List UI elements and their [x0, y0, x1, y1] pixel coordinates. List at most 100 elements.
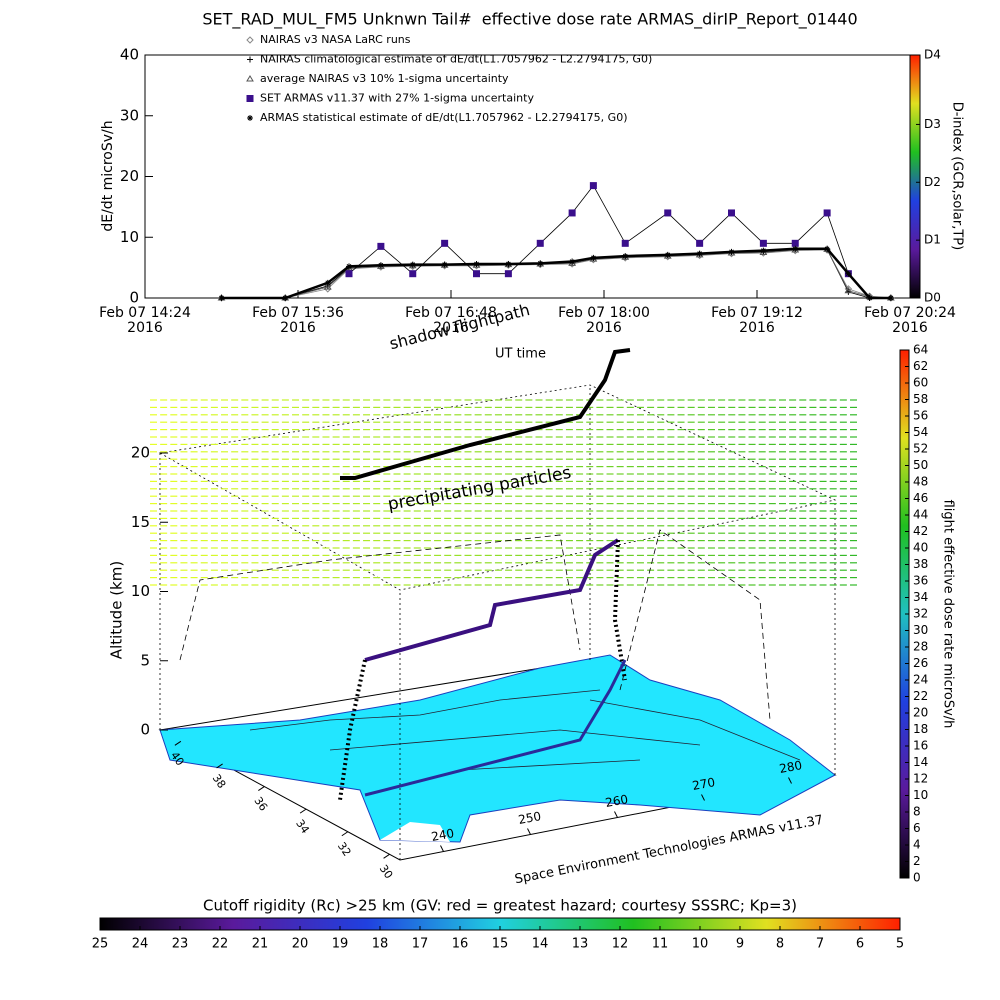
legend-label: NAIRAS v3 NASA LaRC runs — [260, 33, 411, 46]
colorbar-tick-label: D4 — [924, 48, 941, 62]
colorbar-tick-label: 60 — [913, 376, 928, 390]
marker — [622, 253, 629, 260]
lon-tick — [440, 845, 444, 852]
lat-tick-label: 34 — [293, 817, 312, 836]
lat-tick — [383, 853, 390, 859]
marker — [323, 283, 332, 290]
marker — [759, 239, 767, 247]
colorbar-tick-label: 26 — [913, 656, 928, 670]
shadow-flightpath — [340, 348, 631, 480]
colorbar-tick-label: 12 — [612, 937, 629, 952]
lon-tick — [527, 828, 531, 835]
annotation: Space Environment Technologies ARMAS v11… — [514, 813, 825, 888]
marker — [792, 245, 799, 252]
colorbar-tick-label: 4 — [913, 838, 921, 852]
marker — [504, 270, 512, 278]
map-land — [159, 654, 836, 843]
colorbar-tick-label: 21 — [252, 937, 269, 952]
colorbar-tick-label: 48 — [913, 475, 928, 489]
colorbar-tick-label: 9 — [736, 937, 744, 952]
colorbar-tick-label: 2 — [913, 854, 921, 868]
y-label: dE/dt microSv/h — [100, 120, 116, 231]
colorbar-title: Cutoff rigidity (Rc) >25 km (GV: red = g… — [203, 897, 797, 915]
colorbar-tick-label: 17 — [412, 937, 429, 952]
colorbar-tick-label: 64 — [913, 343, 928, 357]
marker — [218, 295, 225, 301]
lon-tick — [701, 794, 705, 801]
colorbar-tick-label: 56 — [913, 409, 928, 423]
colorbar-tick-label: 38 — [913, 557, 928, 571]
x-tick-label: Feb 07 14:24 2016 — [99, 305, 191, 336]
marker — [409, 261, 416, 268]
colorbar-tick-label: 42 — [913, 524, 928, 538]
particle-plane — [150, 399, 857, 586]
colorbar-tick-label: D1 — [924, 233, 941, 247]
legend-label: SET ARMAS v11.37 with 27% 1-sigma uncert… — [260, 92, 534, 105]
colorbar-tick-label: 32 — [913, 607, 928, 621]
series-line — [221, 249, 891, 299]
annotation: UT time — [495, 347, 546, 362]
colorbar-tick-label: 28 — [913, 640, 928, 654]
lat-tick-label: 30 — [377, 862, 396, 881]
marker — [824, 245, 831, 252]
colorbar-tick-label: 30 — [913, 623, 928, 637]
marker — [866, 295, 873, 301]
colorbar-tick-label: 13 — [572, 937, 589, 952]
lat-tick-label: 36 — [251, 795, 270, 814]
colorbar-tick-label: 19 — [332, 937, 349, 952]
colorbar-tick-label: 25 — [92, 937, 109, 952]
z-tick-label: 5 — [140, 651, 150, 669]
marker — [569, 258, 576, 265]
series-line — [221, 248, 891, 299]
colorbar-tick-label: D3 — [924, 117, 941, 131]
colorbar-tick-label: 24 — [132, 937, 149, 952]
shadow-projection — [179, 529, 771, 721]
colorbar-tick-label: 46 — [913, 491, 928, 505]
marker — [621, 239, 629, 247]
marker — [377, 242, 385, 250]
legend-symbol — [246, 95, 254, 102]
marker — [324, 279, 331, 286]
colorbar-tick-label: 14 — [913, 755, 928, 769]
colorbar-tick-label: 5 — [896, 937, 904, 952]
legend-label: average NAIRAS v3 10% 1-sigma uncertaint… — [260, 72, 509, 85]
x-tick-label: Feb 07 18:00 2016 — [558, 305, 650, 336]
colorbar-tick-label: D0 — [924, 291, 941, 305]
marker — [728, 209, 735, 217]
marker — [590, 254, 597, 261]
legend-label: NAIRAS climatological estimate of dE/dt(… — [260, 53, 652, 66]
legend-symbol — [246, 36, 254, 44]
marker — [441, 261, 448, 268]
y-tick-label: 40 — [120, 46, 139, 64]
z-tick-label: 0 — [140, 721, 150, 739]
lon-tick-label: 280 — [778, 758, 803, 776]
legend-label: ARMAS statistical estimate of dE/dt(L1.7… — [260, 111, 627, 124]
colorbar — [909, 54, 921, 299]
marker — [377, 262, 384, 269]
legend-symbol — [247, 56, 253, 63]
colorbar-tick-label: 52 — [913, 442, 928, 456]
colorbar-tick-label: 15 — [492, 937, 509, 952]
lon-tick-label: 240 — [430, 826, 455, 844]
colorbar-tick-label: 6 — [856, 937, 864, 952]
ascent — [338, 659, 367, 801]
lon-tick — [614, 811, 618, 818]
lat-tick-label: 38 — [210, 772, 229, 791]
colorbar-tick-label: 54 — [913, 425, 928, 439]
colorbar-tick-label: 20 — [292, 937, 309, 952]
colorbar-tick-label: 11 — [652, 937, 669, 952]
marker — [568, 209, 576, 217]
marker — [844, 286, 853, 294]
marker — [664, 251, 671, 258]
y-tick-label: 20 — [120, 167, 139, 185]
y-tick-label: 10 — [120, 228, 139, 246]
lat-tick-label: 32 — [335, 840, 354, 859]
title: SET_RAD_MUL_FM5 Unknwn Tail# effective d… — [202, 10, 857, 30]
lon-tick — [788, 777, 792, 784]
colorbar-tick-label: 14 — [532, 937, 549, 952]
marker — [536, 239, 544, 247]
marker — [589, 182, 597, 190]
marker — [791, 239, 799, 247]
